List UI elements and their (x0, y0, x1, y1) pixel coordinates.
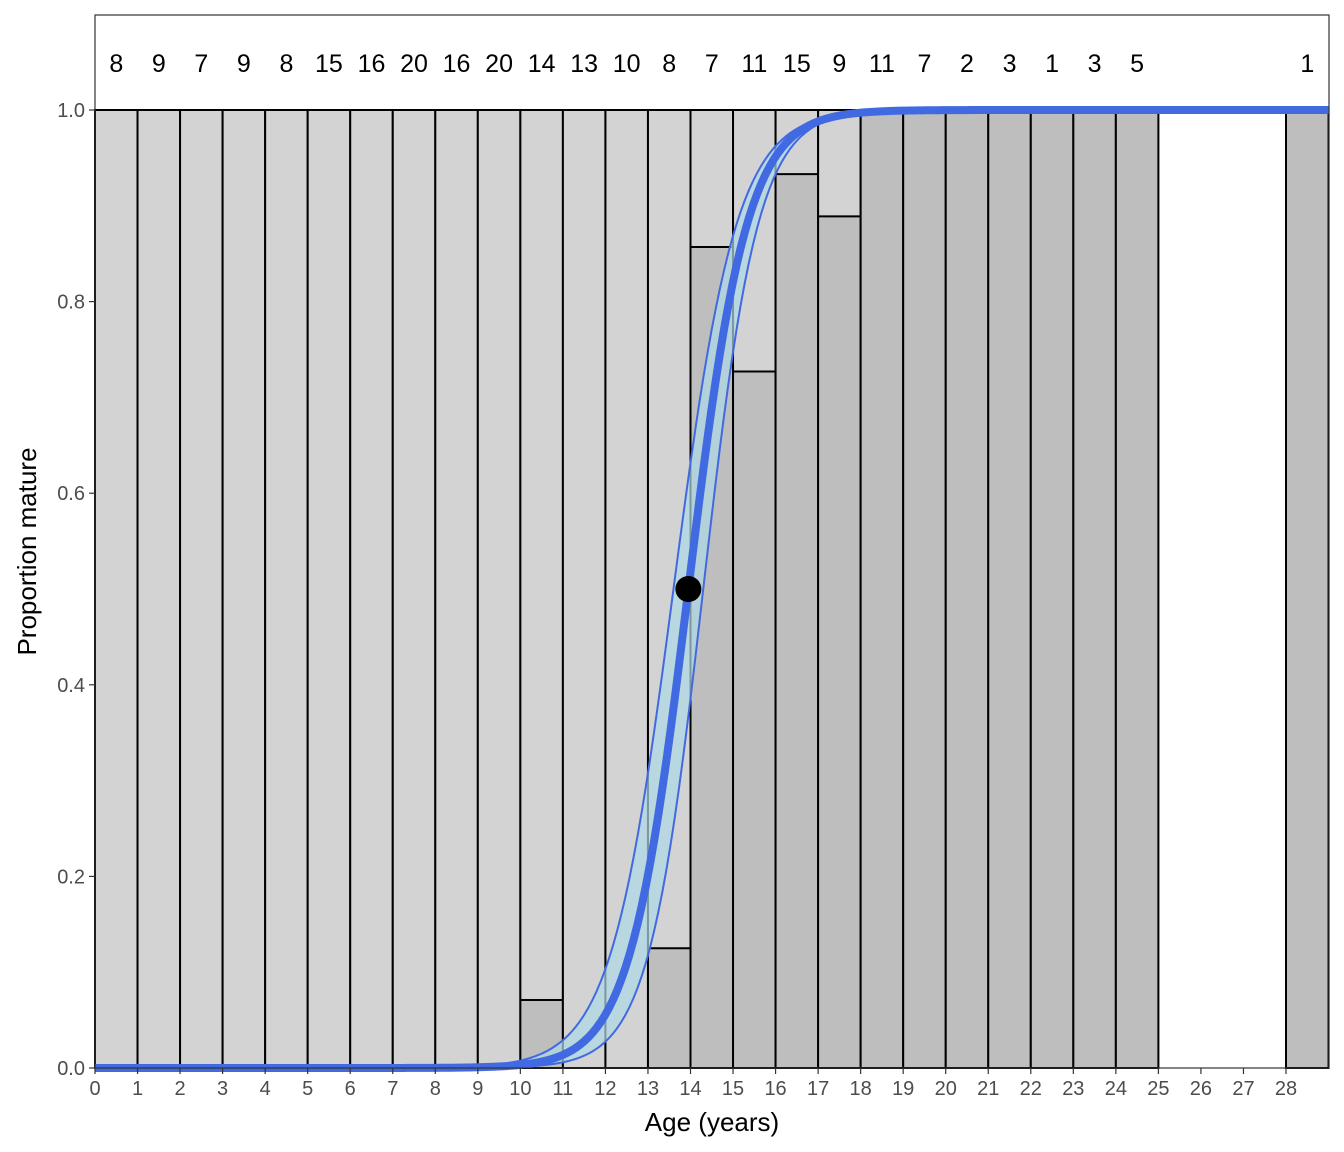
sample-size-label-age-22: 1 (1045, 50, 1059, 78)
y-tick-label-2: 0.4 (57, 675, 85, 697)
x-axis-title: Age (years) (645, 1107, 779, 1137)
x-tick-label-27: 27 (1232, 1078, 1254, 1100)
sample-size-label-age-4: 8 (279, 50, 293, 78)
bar-immature-age-9 (477, 110, 521, 1068)
bar-mature-age-15 (733, 371, 776, 1068)
sample-size-label-age-23: 3 (1088, 50, 1102, 78)
x-tick-label-6: 6 (345, 1078, 356, 1100)
x-tick-label-1: 1 (132, 1078, 143, 1100)
x-tick-label-24: 24 (1105, 1078, 1127, 1100)
x-tick-label-4: 4 (260, 1078, 271, 1100)
bar-immature-age-2 (180, 110, 223, 1068)
sample-size-label-age-13: 8 (662, 50, 676, 78)
sample-size-label-age-11: 13 (570, 50, 598, 78)
sample-size-label-age-20: 2 (960, 50, 974, 78)
bar-mature-age-13 (647, 948, 691, 1068)
counts-layer: 8 9 7 9 8 15 16 20 16 20 14 13 10 8 7 11 15 9 11 7 2 3 1 3 5 1 (109, 50, 1314, 78)
sample-size-label-age-28: 1 (1300, 50, 1314, 78)
sample-size-label-age-1: 9 (152, 50, 166, 78)
x-tick-label-28: 28 (1275, 1078, 1297, 1100)
sample-size-label-age-19: 7 (917, 50, 931, 78)
sample-size-label-age-7: 20 (400, 50, 428, 78)
bar-immature-age-17 (818, 110, 861, 217)
sample-size-label-age-8: 16 (443, 50, 471, 78)
bar-mature-age-21 (988, 110, 1031, 1068)
a50-point (675, 576, 702, 602)
x-tick-label-17: 17 (807, 1078, 829, 1100)
sample-size-label-age-3: 9 (237, 50, 251, 78)
point-layer (675, 576, 702, 602)
x-tick-label-3: 3 (217, 1078, 228, 1100)
bar-immature-age-0 (95, 110, 138, 1068)
bar-immature-age-4 (265, 110, 308, 1068)
x-tick-label-20: 20 (935, 1078, 957, 1100)
x-tick-label-9: 9 (472, 1078, 483, 1100)
bar-immature-age-8 (435, 110, 478, 1068)
sample-size-label-age-16: 15 (783, 50, 811, 78)
x-tick-label-18: 18 (850, 1078, 872, 1100)
bar-mature-age-16 (775, 174, 819, 1068)
bar-immature-age-7 (392, 110, 436, 1068)
y-tick-label-3: 0.6 (57, 483, 85, 505)
sample-size-label-age-15: 11 (741, 50, 767, 78)
y-axis-title: Proportion mature (12, 447, 42, 655)
x-tick-label-19: 19 (892, 1078, 914, 1100)
bar-mature-age-28 (1286, 110, 1329, 1068)
sample-size-label-age-12: 10 (613, 50, 641, 78)
sample-size-label-age-18: 11 (869, 50, 895, 78)
bar-immature-age-14 (690, 110, 734, 247)
y-tick-label-4: 0.8 (57, 292, 85, 314)
sample-size-label-age-10: 14 (528, 50, 556, 78)
x-tick-label-22: 22 (1020, 1078, 1042, 1100)
sample-size-label-age-14: 7 (705, 50, 719, 78)
y-axis: 0.0 0.2 0.4 0.6 0.8 1.0 (57, 100, 95, 1080)
bar-mature-age-18 (860, 110, 904, 1068)
bar-mature-age-20 (945, 110, 989, 1068)
x-tick-label-2: 2 (175, 1078, 186, 1100)
bar-mature-age-19 (903, 110, 946, 1068)
bar-mature-age-24 (1115, 110, 1159, 1068)
x-tick-label-5: 5 (302, 1078, 313, 1100)
x-axis: 0 1 2 3 4 5 6 7 8 9 10 11 12 13 14 15 16 17 18 19 20 21 22 23 24… (89, 1068, 1297, 1100)
y-tick-label-1: 0.2 (57, 866, 85, 888)
x-tick-label-21: 21 (977, 1078, 999, 1100)
x-tick-label-8: 8 (430, 1078, 441, 1100)
x-tick-label-10: 10 (509, 1078, 531, 1100)
y-tick-label-0: 0.0 (57, 1058, 85, 1080)
x-tick-label-25: 25 (1147, 1078, 1169, 1100)
sample-size-label-age-6: 16 (358, 50, 386, 78)
x-tick-label-0: 0 (89, 1078, 100, 1100)
bar-immature-age-6 (350, 110, 393, 1068)
sample-size-label-age-17: 9 (832, 50, 846, 78)
x-tick-label-11: 11 (553, 1078, 574, 1100)
x-tick-label-16: 16 (764, 1078, 786, 1100)
bar-immature-age-10 (520, 110, 563, 1000)
x-tick-label-7: 7 (387, 1078, 398, 1100)
bar-mature-age-23 (1073, 110, 1116, 1068)
sample-size-label-age-0: 8 (109, 50, 123, 78)
sample-size-label-age-24: 5 (1130, 50, 1144, 78)
bar-mature-age-17 (818, 216, 861, 1068)
bar-immature-age-3 (222, 110, 266, 1068)
x-tick-label-14: 14 (679, 1078, 701, 1100)
sample-size-label-age-9: 20 (485, 50, 513, 78)
x-tick-label-12: 12 (594, 1078, 616, 1100)
bar-immature-age-5 (307, 110, 351, 1068)
x-tick-label-23: 23 (1062, 1078, 1084, 1100)
x-tick-label-15: 15 (722, 1078, 744, 1100)
panel-border (94, 14, 1330, 1069)
bar-mature-age-22 (1030, 110, 1074, 1068)
x-tick-label-13: 13 (637, 1078, 659, 1100)
y-tick-label-5: 1.0 (57, 100, 85, 122)
bars-layer (94, 109, 1330, 1069)
bar-immature-age-11 (562, 110, 606, 1068)
sample-size-label-age-2: 7 (194, 50, 208, 78)
x-tick-label-26: 26 (1190, 1078, 1212, 1100)
sample-size-label-age-21: 3 (1003, 50, 1017, 78)
bar-immature-age-1 (137, 110, 181, 1068)
sample-size-label-age-5: 15 (315, 50, 343, 78)
